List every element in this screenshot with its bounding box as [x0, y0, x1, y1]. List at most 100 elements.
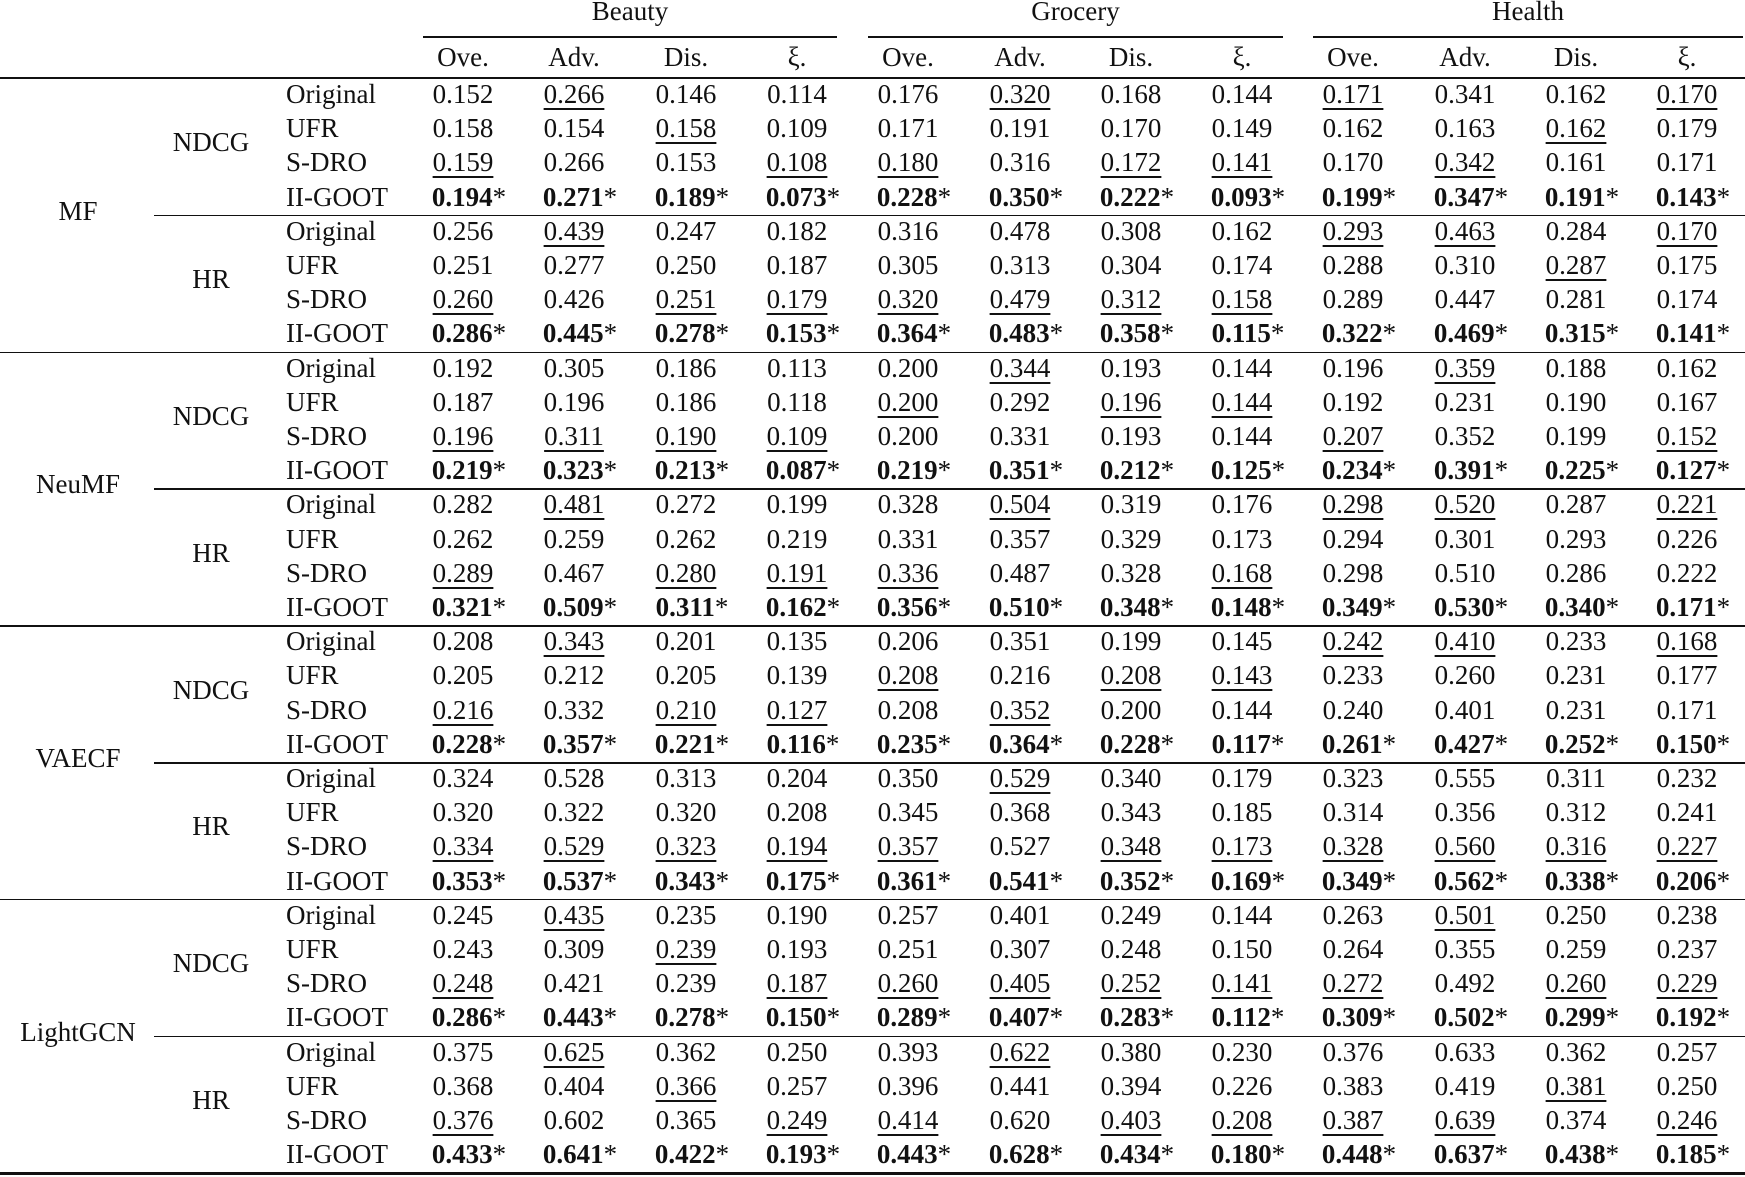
table-cell: 0.323 — [1323, 761, 1384, 795]
cell-value: 0.376 — [1322, 1036, 1384, 1067]
cell-value: 0.200 — [877, 421, 939, 451]
cell-value: 0.150 — [1655, 728, 1717, 759]
cell-value: 0.328 — [877, 489, 939, 520]
cell-value: 0.208 — [877, 660, 939, 691]
cell-value: 0.171 — [1656, 147, 1718, 178]
cell-value: 0.190 — [1545, 386, 1607, 417]
table-cell: 0.555 — [1435, 761, 1496, 795]
method-label: S-DRO — [286, 968, 368, 999]
table-cell: 0.259 — [544, 522, 605, 556]
table-cell: 0.228* — [432, 727, 506, 761]
cell-value: 0.182 — [766, 215, 828, 246]
table-cell: 0.342 — [1435, 145, 1496, 179]
column-header: Adv. — [548, 42, 600, 72]
table-cell: 0.219 — [767, 522, 828, 556]
cell-value: 0.347 — [1433, 181, 1495, 212]
significance-mark: * — [1605, 728, 1620, 759]
column-header: Ove. — [1327, 42, 1379, 72]
cell-value: 0.481 — [543, 489, 605, 520]
table-cell: 0.316 — [990, 145, 1051, 179]
table-cell: 0.127* — [1656, 453, 1730, 487]
cell-value: 0.427 — [1433, 728, 1495, 759]
table-cell: 0.175 — [1657, 248, 1718, 282]
table-cell: 0.292 — [990, 385, 1051, 419]
cell-value: 0.141 — [1211, 147, 1273, 178]
cell-value: 0.185 — [1211, 797, 1273, 828]
table-cell: 0.210 — [656, 693, 717, 727]
significance-mark: * — [492, 455, 507, 486]
dataset-header: Health — [1492, 0, 1564, 26]
significance-mark: * — [492, 1002, 507, 1033]
cell-value: 0.366 — [655, 1070, 717, 1101]
table-cell: 0.305 — [544, 351, 605, 385]
cell-value: 0.380 — [1100, 1036, 1162, 1067]
table-cell: 0.249 — [1101, 898, 1162, 932]
table-cell: 0.334 — [433, 829, 494, 863]
significance-mark: * — [1494, 865, 1509, 896]
table-cell: 0.266 — [544, 145, 605, 179]
cell-value: 0.527 — [989, 831, 1051, 862]
significance-mark: * — [603, 181, 618, 212]
method-label: S-DRO — [286, 557, 368, 588]
significance-mark: * — [1160, 455, 1175, 486]
cell-value: 0.260 — [1545, 968, 1607, 999]
cell-value: 0.187 — [766, 968, 828, 999]
cell-value: 0.350 — [877, 763, 939, 793]
table-cell: 0.344 — [990, 351, 1051, 385]
cell-value: 0.194 — [766, 831, 828, 862]
cell-value: 0.447 — [1434, 284, 1496, 315]
table-cell: 0.387 — [1323, 1103, 1384, 1137]
cell-value: 0.171 — [1655, 592, 1717, 622]
table-cell: 0.216 — [990, 658, 1051, 692]
table-cell: 0.257 — [1657, 1035, 1718, 1069]
method-label: S-DRO — [286, 421, 368, 451]
table-cell: 0.368 — [433, 1069, 494, 1103]
table-cell: 0.144 — [1212, 351, 1273, 385]
table-cell: 0.340* — [1545, 590, 1619, 624]
cell-value: 0.340 — [1544, 592, 1606, 622]
significance-mark: * — [1605, 455, 1620, 486]
cell-value: 0.229 — [1656, 968, 1718, 999]
dataset-header: Beauty — [591, 0, 669, 26]
table-cell: 0.289 — [1323, 282, 1384, 316]
table-cell: 0.221 — [1657, 487, 1718, 521]
table-cell: 0.380 — [1101, 1035, 1162, 1069]
significance-mark: * — [603, 728, 618, 759]
table-cell: 0.186 — [656, 351, 717, 385]
table-cell: 0.228* — [1100, 727, 1174, 761]
cell-value: 0.113 — [767, 352, 827, 383]
table-cell: 0.201 — [656, 624, 717, 658]
significance-mark: * — [1049, 865, 1064, 896]
table-cell: 0.199 — [1101, 624, 1162, 658]
column-header: Ove. — [437, 42, 489, 72]
cell-value: 0.207 — [1322, 421, 1384, 451]
significance-mark: * — [1160, 181, 1175, 212]
cell-value: 0.365 — [655, 1105, 717, 1135]
cell-value: 0.292 — [989, 386, 1051, 417]
cell-value: 0.555 — [1434, 763, 1496, 793]
table-cell: 0.171* — [1656, 590, 1730, 624]
cell-value: 0.320 — [989, 79, 1051, 109]
table-cell: 0.562* — [1434, 864, 1508, 898]
table-cell: 0.252* — [1545, 727, 1619, 761]
table-cell: 0.200 — [878, 385, 939, 419]
table-cell: 0.328 — [1323, 829, 1384, 863]
significance-mark: * — [1382, 728, 1397, 759]
cell-value: 0.173 — [1211, 831, 1273, 862]
cell-value: 0.305 — [543, 352, 605, 383]
cell-value: 0.322 — [1321, 318, 1383, 349]
cell-value: 0.323 — [542, 455, 604, 486]
cell-value: 0.233 — [1322, 660, 1384, 691]
table-cell: 0.190 — [656, 419, 717, 453]
cell-value: 0.308 — [1100, 215, 1162, 246]
cell-value: 0.286 — [431, 1002, 493, 1033]
table-cell: 0.345 — [878, 795, 939, 829]
table-cell: 0.260 — [1435, 658, 1496, 692]
cell-value: 0.352 — [989, 694, 1051, 725]
cell-value: 0.359 — [1434, 352, 1496, 383]
cell-value: 0.562 — [1433, 865, 1495, 896]
table-cell: 0.168 — [1657, 624, 1718, 658]
cell-value: 0.257 — [877, 899, 939, 930]
cell-value: 0.396 — [877, 1070, 939, 1101]
table-cell: 0.639 — [1435, 1103, 1496, 1137]
